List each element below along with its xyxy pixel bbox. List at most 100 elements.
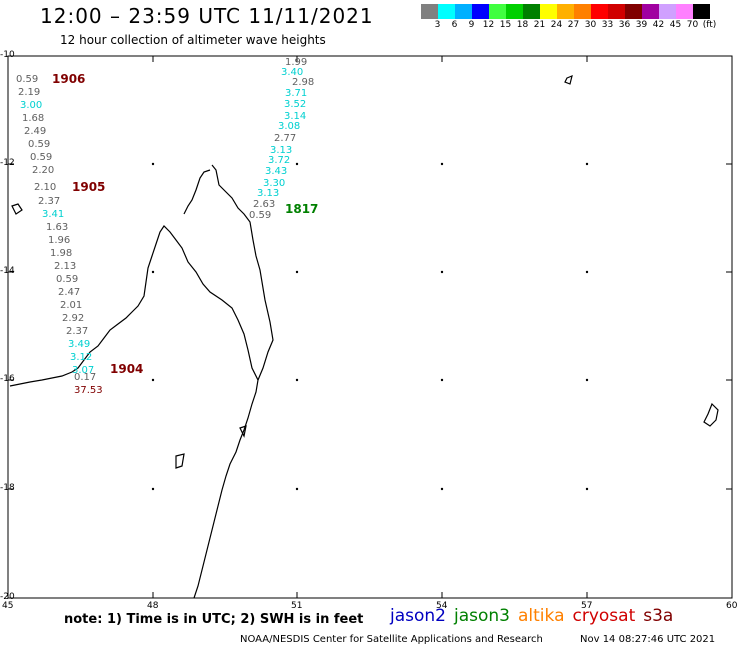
grid-dot (440, 487, 444, 491)
latitude-label: -20 (0, 592, 15, 602)
longitude-label: 45 (2, 601, 14, 611)
legend-label: 6 (451, 20, 458, 30)
wave-height-value: 1.63 (46, 222, 69, 233)
satellite-name: cryosat (572, 606, 636, 626)
legend-label: 70 (686, 20, 699, 30)
wave-height-value: 2.10 (34, 182, 57, 193)
legend-label: 3 (434, 20, 441, 30)
islet-west (11, 203, 23, 215)
wave-height-value: 2.20 (32, 165, 55, 176)
map-frame (7, 55, 733, 599)
wave-height-value: 3.43 (265, 166, 288, 177)
footer-timestamp: Nov 14 08:27:46 UTC 2021 (580, 634, 716, 645)
satellite-name: jason3 (454, 606, 510, 626)
grid-dot (151, 378, 155, 382)
axis-ticks (7, 55, 733, 599)
legend-swatch (540, 4, 557, 19)
legend-swatch (574, 4, 591, 19)
wave-height-value: 3.30 (263, 178, 286, 189)
legend-label: 45 (669, 20, 682, 30)
wave-height-value: 3.71 (285, 88, 308, 99)
wave-height-value: 3.12 (70, 352, 93, 363)
legend-swatch (676, 4, 693, 19)
wave-height-value: 3.72 (268, 155, 291, 166)
satellite-name: s3a (643, 606, 674, 626)
longitude-label: 51 (291, 601, 303, 611)
satellite-name: jason2 (390, 606, 446, 626)
grid-dot (440, 378, 444, 382)
page-subtitle: 12 hour collection of altimeter wave hei… (60, 33, 326, 47)
wave-height-value: 2.92 (62, 313, 85, 324)
grid-dot (585, 378, 589, 382)
wave-height-value: 2.13 (54, 261, 77, 272)
legend-swatch (625, 4, 642, 19)
legend-label: 24 (550, 20, 563, 30)
legend-swatch (608, 4, 625, 19)
wave-height-value: 3.00 (20, 100, 43, 111)
wave-height-value: 2.19 (18, 87, 41, 98)
legend-swatch (421, 4, 438, 19)
footer-credit: NOAA/NESDIS Center for Satellite Applica… (240, 634, 543, 645)
legend-label: 27 (567, 20, 580, 30)
legend-swatch (523, 4, 540, 19)
wave-height-value: 2.98 (292, 77, 315, 88)
latitude-label: -16 (0, 374, 15, 384)
legend-label: (ft) (702, 20, 717, 30)
legend-swatch (455, 4, 472, 19)
track-label-1906: 1906 (52, 72, 86, 86)
legend-label: 12 (482, 20, 495, 30)
legend-swatch (557, 4, 574, 19)
legend-label: 21 (533, 20, 546, 30)
wave-height-value: 1.68 (22, 113, 45, 124)
grid-dot (295, 270, 299, 274)
satellite-legend: jason2 jason3 altika cryosat s3a (390, 606, 681, 626)
note-text: note: 1) Time is in UTC; 2) SWH is in fe… (64, 612, 364, 627)
grid-dot (585, 162, 589, 166)
wave-height-value: 1.98 (50, 248, 73, 259)
wave-height-value: 0.17 (74, 372, 97, 383)
wave-height-value: 1.96 (48, 235, 71, 246)
wave-height-value: 3.13 (270, 145, 293, 156)
wave-height-value: 3.41 (42, 209, 65, 220)
wave-height-value: 1.99 (285, 57, 308, 68)
wave-height-value: 3.08 (278, 121, 301, 132)
islet-east (703, 402, 719, 427)
wave-height-value: 0.59 (56, 274, 79, 285)
legend-swatch (659, 4, 676, 19)
legend-swatch (438, 4, 455, 19)
grid-dot (151, 487, 155, 491)
grid-dot (295, 162, 299, 166)
wave-height-value: 2.37 (38, 196, 61, 207)
wave-height-value: 3.52 (284, 99, 307, 110)
longitude-label: 48 (147, 601, 159, 611)
track-label-1817: 1817 (285, 202, 319, 216)
latitude-label: -14 (0, 266, 15, 276)
wave-height-value: 37.53 (74, 385, 103, 396)
longitude-label: 60 (726, 601, 738, 611)
grid-dot (295, 487, 299, 491)
grid-dot (151, 162, 155, 166)
islet-north (564, 75, 573, 85)
legend-swatch (591, 4, 608, 19)
wave-height-value: 3.14 (284, 111, 307, 122)
wave-height-value: 2.77 (274, 133, 297, 144)
wave-height-value: 2.47 (58, 287, 81, 298)
wave-height-value: 3.13 (257, 188, 280, 199)
legend-swatch (693, 4, 710, 19)
wave-height-value: 2.01 (60, 300, 83, 311)
wave-height-value: 0.59 (28, 139, 51, 150)
latitude-label: -12 (0, 158, 15, 168)
legend-swatches (421, 4, 710, 19)
grid-dots (151, 162, 589, 491)
wave-height-value: 3.40 (281, 67, 304, 78)
wave-height-value: 2.63 (253, 199, 276, 210)
legend-labels: 3 6 9 12 15 18 21 24 27 30 33 36 39 42 45 70 (ft) (421, 19, 717, 33)
track-label-1904: 1904 (110, 362, 144, 376)
coastline-madagascar (9, 164, 274, 599)
satellite-name: altika (518, 606, 565, 626)
legend-label: 18 (516, 20, 529, 30)
legend-label: 30 (584, 20, 597, 30)
legend-swatch (506, 4, 523, 19)
grid-dot (585, 270, 589, 274)
page-title: 12:00 – 23:59 UTC 11/11/2021 (40, 4, 374, 28)
